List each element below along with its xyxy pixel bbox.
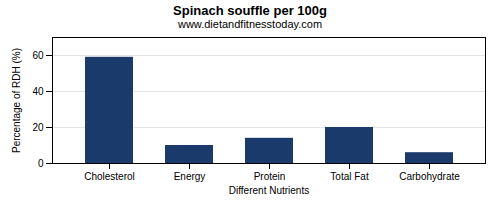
svg-text:0: 0 — [38, 158, 44, 169]
svg-text:40: 40 — [32, 86, 44, 97]
html-text:Spinach souffle per 100g: Spinach souffle per 100g — [173, 3, 327, 18]
svg-text:Total Fat: Total Fat — [330, 171, 369, 182]
svg-text:20: 20 — [32, 122, 44, 133]
html-text:www.dietandfitnesstoday.com: www.dietandfitnesstoday.com — [178, 18, 322, 30]
svg-text:Percentage of RDH (%): Percentage of RDH (%) — [11, 48, 22, 153]
svg-text:Carbohydrate: Carbohydrate — [399, 171, 460, 182]
svg-text:Cholesterol: Cholesterol — [84, 171, 135, 182]
svg-text:Energy: Energy — [174, 171, 206, 182]
svg-text:Protein: Protein — [254, 171, 286, 182]
svg-text:Different Nutrients: Different Nutrients — [229, 185, 309, 196]
svg-text:60: 60 — [32, 50, 44, 61]
